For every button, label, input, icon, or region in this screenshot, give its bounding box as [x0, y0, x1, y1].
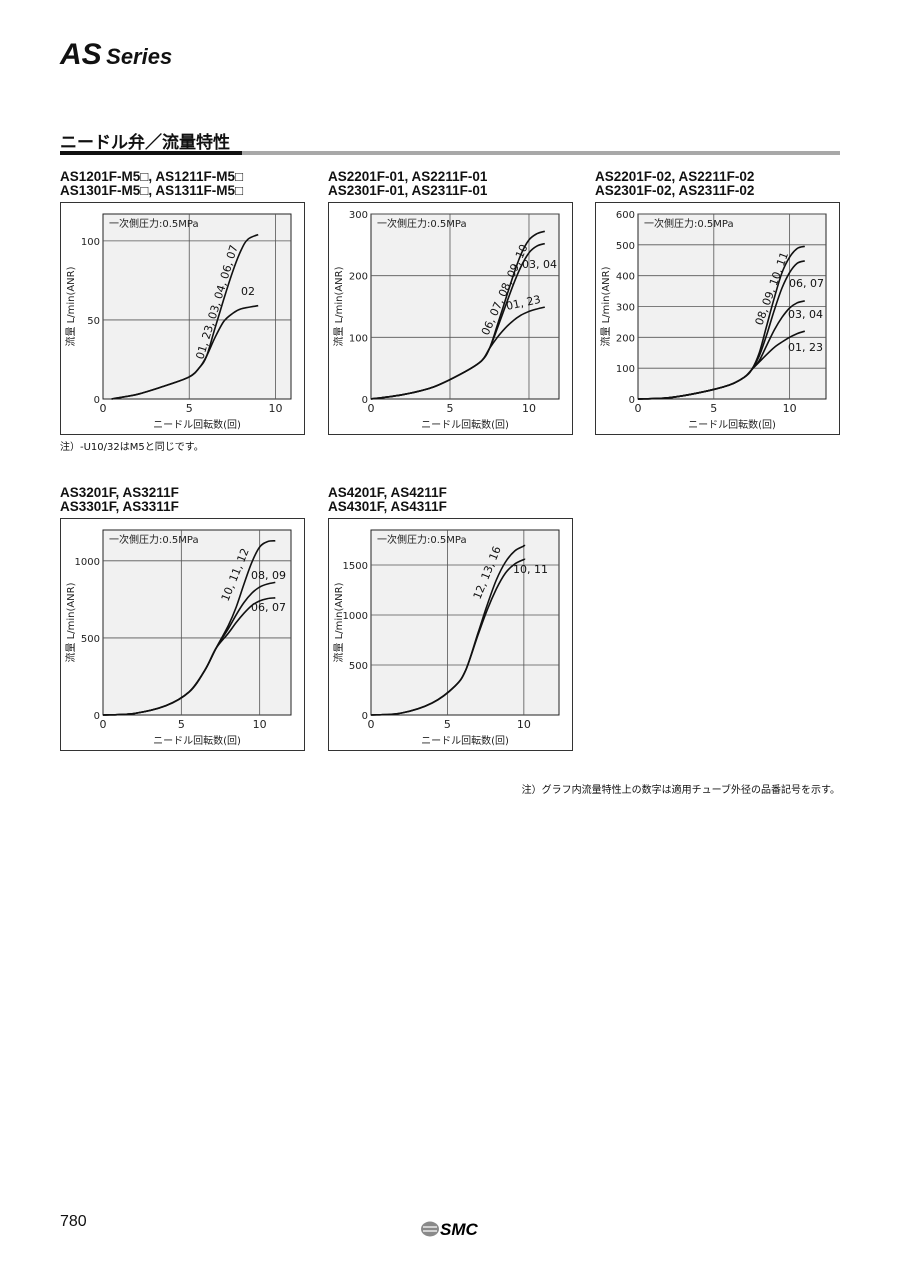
x-tick-label: 5	[444, 718, 451, 731]
series-line	[637, 330, 806, 400]
y-tick-label: 50	[87, 316, 100, 327]
series-line	[370, 558, 526, 716]
y-tick-label: 300	[349, 210, 368, 221]
y-tick-label: 100	[349, 333, 368, 344]
y-axis-label: 流量 L/min(ANR)	[599, 266, 612, 346]
y-tick-label: 0	[629, 395, 635, 406]
smc-logo: SMC	[420, 1218, 482, 1240]
pressure-annotation: 一次側圧力:0.5MPa	[377, 217, 467, 230]
plot-area	[370, 213, 560, 400]
plot-area	[370, 529, 560, 716]
pressure-annotation: 一次側圧力:0.5MPa	[109, 533, 199, 546]
y-tick-label: 1000	[75, 557, 100, 568]
series-line	[111, 304, 259, 400]
y-tick-label: 200	[616, 333, 635, 344]
y-axis-label: 流量 L/min(ANR)	[64, 266, 77, 346]
x-tick-label: 5	[186, 402, 193, 415]
y-tick-label: 600	[616, 210, 635, 221]
section-rule	[60, 151, 840, 155]
x-tick-label: 10	[517, 718, 531, 731]
y-tick-label: 0	[362, 395, 368, 406]
chart-block: AS1201F-M5□, AS1211F-M5□ AS1301F-M5□, AS1…	[60, 170, 305, 435]
x-axis-label: ニードル回転数(回)	[421, 418, 509, 431]
series-label: 10, 11	[513, 563, 548, 576]
y-tick-label: 500	[349, 661, 368, 672]
plot-area	[102, 213, 292, 400]
bottom-note: 注）グラフ内流量特性上の数字は適用チューブ外径の品番記号を示す。	[521, 785, 840, 796]
chart-heading: AS1201F-M5□, AS1211F-M5□	[60, 169, 244, 184]
section-title: ニードル弁／流量特性	[60, 133, 230, 153]
y-tick-label: 0	[94, 395, 100, 406]
chart-heading: AS2301F-01, AS2311F-01	[328, 183, 488, 198]
pressure-annotation: 一次側圧力:0.5MPa	[644, 217, 734, 230]
page-number: 780	[60, 1213, 87, 1230]
series-label: 06, 07	[251, 601, 286, 614]
series-title: AS Series	[60, 38, 172, 72]
chart-svg: 0 5 10 0 500 1000 一次側圧力:0.5MPa ニードル回転数(回) 流量 L/m…	[60, 518, 305, 751]
x-axis-label: ニードル回転数(回)	[153, 418, 241, 431]
x-tick-label: 0	[368, 402, 375, 415]
chart-heading: AS1301F-M5□, AS1311F-M5□	[60, 183, 244, 198]
series-label: 08, 09	[251, 569, 286, 582]
chart-heading: AS3201F, AS3211F	[60, 485, 179, 500]
x-tick-label: 10	[268, 402, 282, 415]
x-tick-label: 0	[100, 718, 107, 731]
section-rule-accent	[60, 151, 242, 155]
series-label: 06, 07	[789, 277, 824, 290]
x-tick-label: 10	[253, 718, 267, 731]
m5-note: 注）-U10/32はM5と同じです。	[60, 442, 204, 453]
chart-svg: 0 5 10 0 500 1000 1500 一次側圧力:0.5MPa ニードル回転数(回) 流量…	[328, 518, 573, 751]
pressure-annotation: 一次側圧力:0.5MPa	[109, 217, 199, 230]
x-tick-label: 0	[368, 718, 375, 731]
chart-heading: AS2301F-02, AS2311F-02	[595, 183, 755, 198]
y-tick-label: 100	[81, 237, 100, 248]
series-label: 03, 04	[788, 308, 823, 321]
x-tick-label: 10	[522, 402, 536, 415]
chart-heading: AS4301F, AS4311F	[328, 499, 447, 514]
y-axis-label: 流量 L/min(ANR)	[64, 582, 77, 662]
chart-heading: AS2201F-01, AS2211F-01	[328, 169, 488, 184]
series-label: 03, 04	[522, 258, 557, 271]
series-sub: Series	[106, 44, 173, 69]
y-tick-label: 200	[349, 272, 368, 283]
series-label: 01, 23	[788, 341, 823, 354]
x-axis-label: ニードル回転数(回)	[421, 734, 509, 747]
x-tick-label: 5	[446, 402, 453, 415]
x-tick-label: 0	[635, 402, 642, 415]
series-main: AS	[60, 38, 102, 71]
chart-heading: AS4201F, AS4211F	[328, 485, 447, 500]
y-tick-label: 400	[616, 272, 635, 283]
y-tick-label: 1500	[343, 561, 368, 572]
x-axis-label: ニードル回転数(回)	[153, 734, 241, 747]
y-tick-label: 500	[616, 241, 635, 252]
y-axis-label: 流量 L/min(ANR)	[332, 582, 345, 662]
chart-svg: 0 5 100100200300400500600一次側圧力:0.5MPaニードル回…	[595, 202, 840, 435]
x-tick-label: 10	[783, 402, 797, 415]
y-tick-label: 500	[81, 634, 100, 645]
y-tick-label: 100	[616, 364, 635, 375]
series-line	[102, 597, 276, 716]
x-axis-label: ニードル回転数(回)	[688, 418, 776, 431]
y-tick-label: 1000	[343, 611, 368, 622]
pressure-annotation: 一次側圧力:0.5MPa	[377, 533, 467, 546]
y-tick-label: 0	[94, 711, 100, 722]
series-label: 02	[241, 285, 255, 298]
logo-text: SMC	[440, 1220, 479, 1239]
x-tick-label: 5	[710, 402, 717, 415]
x-tick-label: 5	[178, 718, 185, 731]
chart-block: AS2201F-01, AS2211F-01 AS2301F-01, AS2311…	[328, 170, 573, 435]
y-tick-label: 0	[362, 711, 368, 722]
series-line	[370, 306, 545, 400]
x-tick-label: 0	[100, 402, 107, 415]
chart-block: AS2201F-02, AS2211F-02 AS2301F-02, AS2311…	[595, 170, 840, 435]
plot-area	[102, 529, 292, 716]
chart-heading: AS3301F, AS3311F	[60, 499, 179, 514]
chart-block: AS3201F, AS3211F AS3301F, AS3311F 0 5 10 0 500…	[60, 486, 305, 751]
chart-heading: AS2201F-02, AS2211F-02	[595, 169, 755, 184]
y-tick-label: 300	[616, 303, 635, 314]
y-axis-label: 流量 L/min(ANR)	[332, 266, 345, 346]
chart-block: AS4201F, AS4211F AS4301F, AS4311F 0 5 10 0 500…	[328, 486, 573, 751]
